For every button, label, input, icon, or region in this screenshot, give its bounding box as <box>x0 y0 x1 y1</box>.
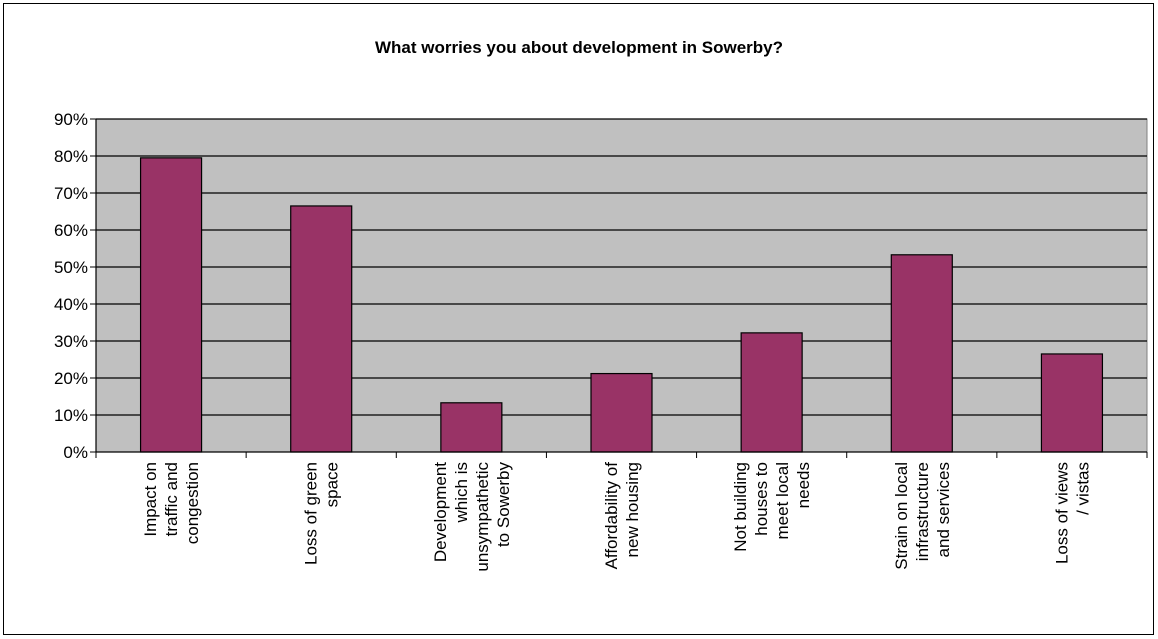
x-category-label: Affordability of new housing <box>602 462 642 570</box>
x-category-label: Strain on local infrastructure and service… <box>892 462 953 570</box>
chart-frame: What worries you about development in So… <box>3 3 1154 635</box>
y-tick-label: 20% <box>54 369 88 388</box>
y-tick-label: 40% <box>54 295 88 314</box>
y-tick-label: 10% <box>54 406 88 425</box>
y-tick-label: 60% <box>54 221 88 240</box>
y-tick-label: 30% <box>54 332 88 351</box>
bar <box>139 157 203 453</box>
y-tick-label: 50% <box>54 258 88 277</box>
x-category-label: Loss of views / vistas <box>1052 462 1092 564</box>
bar <box>740 332 803 453</box>
x-category-label: Impact on traffic and congestion <box>141 462 202 544</box>
y-tick-label: 0% <box>63 443 88 462</box>
y-tick-label: 70% <box>54 184 88 203</box>
bar <box>890 254 953 453</box>
x-category-label: Not building houses to meet local needs <box>731 462 813 552</box>
bar <box>290 205 353 453</box>
y-tick-label: 80% <box>54 147 88 166</box>
bar-chart: What worries you about development in So… <box>54 38 1148 572</box>
bar <box>1040 353 1104 453</box>
chart-title: What worries you about development in So… <box>375 38 783 57</box>
bar <box>590 372 653 453</box>
x-category-label: Loss of green space <box>302 462 342 565</box>
bar <box>440 402 503 453</box>
x-category-label: Development which is unsympathetic to Sower… <box>431 462 513 572</box>
y-tick-label: 90% <box>54 110 88 129</box>
